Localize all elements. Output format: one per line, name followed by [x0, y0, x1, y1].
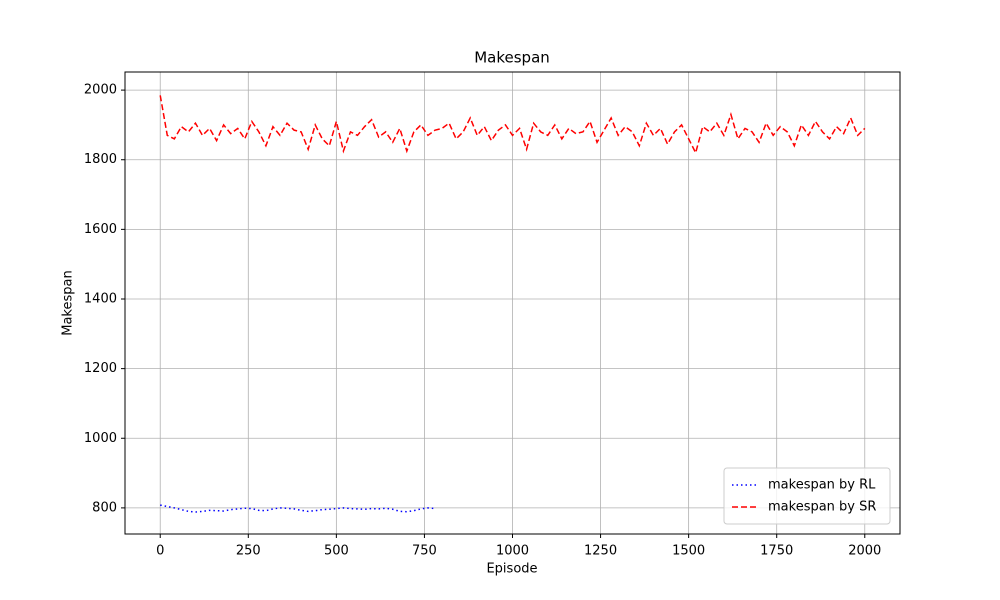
x-tick-label: 1500 — [672, 544, 705, 559]
x-tick-label: 250 — [236, 544, 261, 559]
y-tick-label: 1600 — [84, 222, 117, 237]
y-tick-label: 1200 — [84, 361, 117, 376]
y-axis-label: Makespan — [61, 270, 76, 335]
legend-label: makespan by SR — [768, 500, 876, 515]
x-tick-label: 1250 — [584, 544, 617, 559]
x-tick-label: 750 — [412, 544, 437, 559]
x-tick-label: 2000 — [848, 544, 881, 559]
x-tick-label: 500 — [324, 544, 349, 559]
y-tick-label: 1000 — [84, 431, 117, 446]
series-line — [159, 95, 866, 155]
y-tick-label: 800 — [92, 500, 117, 515]
y-tick-label: 2000 — [84, 83, 117, 98]
legend-frame — [723, 467, 891, 525]
plot-frame — [124, 71, 901, 535]
legend-label: makespan by RL — [768, 478, 876, 493]
chart-title: Makespan — [474, 49, 550, 67]
y-tick-label: 1400 — [84, 291, 117, 306]
x-tick-label: 1750 — [760, 544, 793, 559]
x-axis-label: Episode — [486, 562, 537, 577]
y-tick-label: 1800 — [84, 152, 117, 167]
legend: makespan by RL makespan by SR — [723, 467, 891, 525]
x-tick-label: 1000 — [496, 544, 529, 559]
x-tick-label: 0 — [156, 544, 164, 559]
